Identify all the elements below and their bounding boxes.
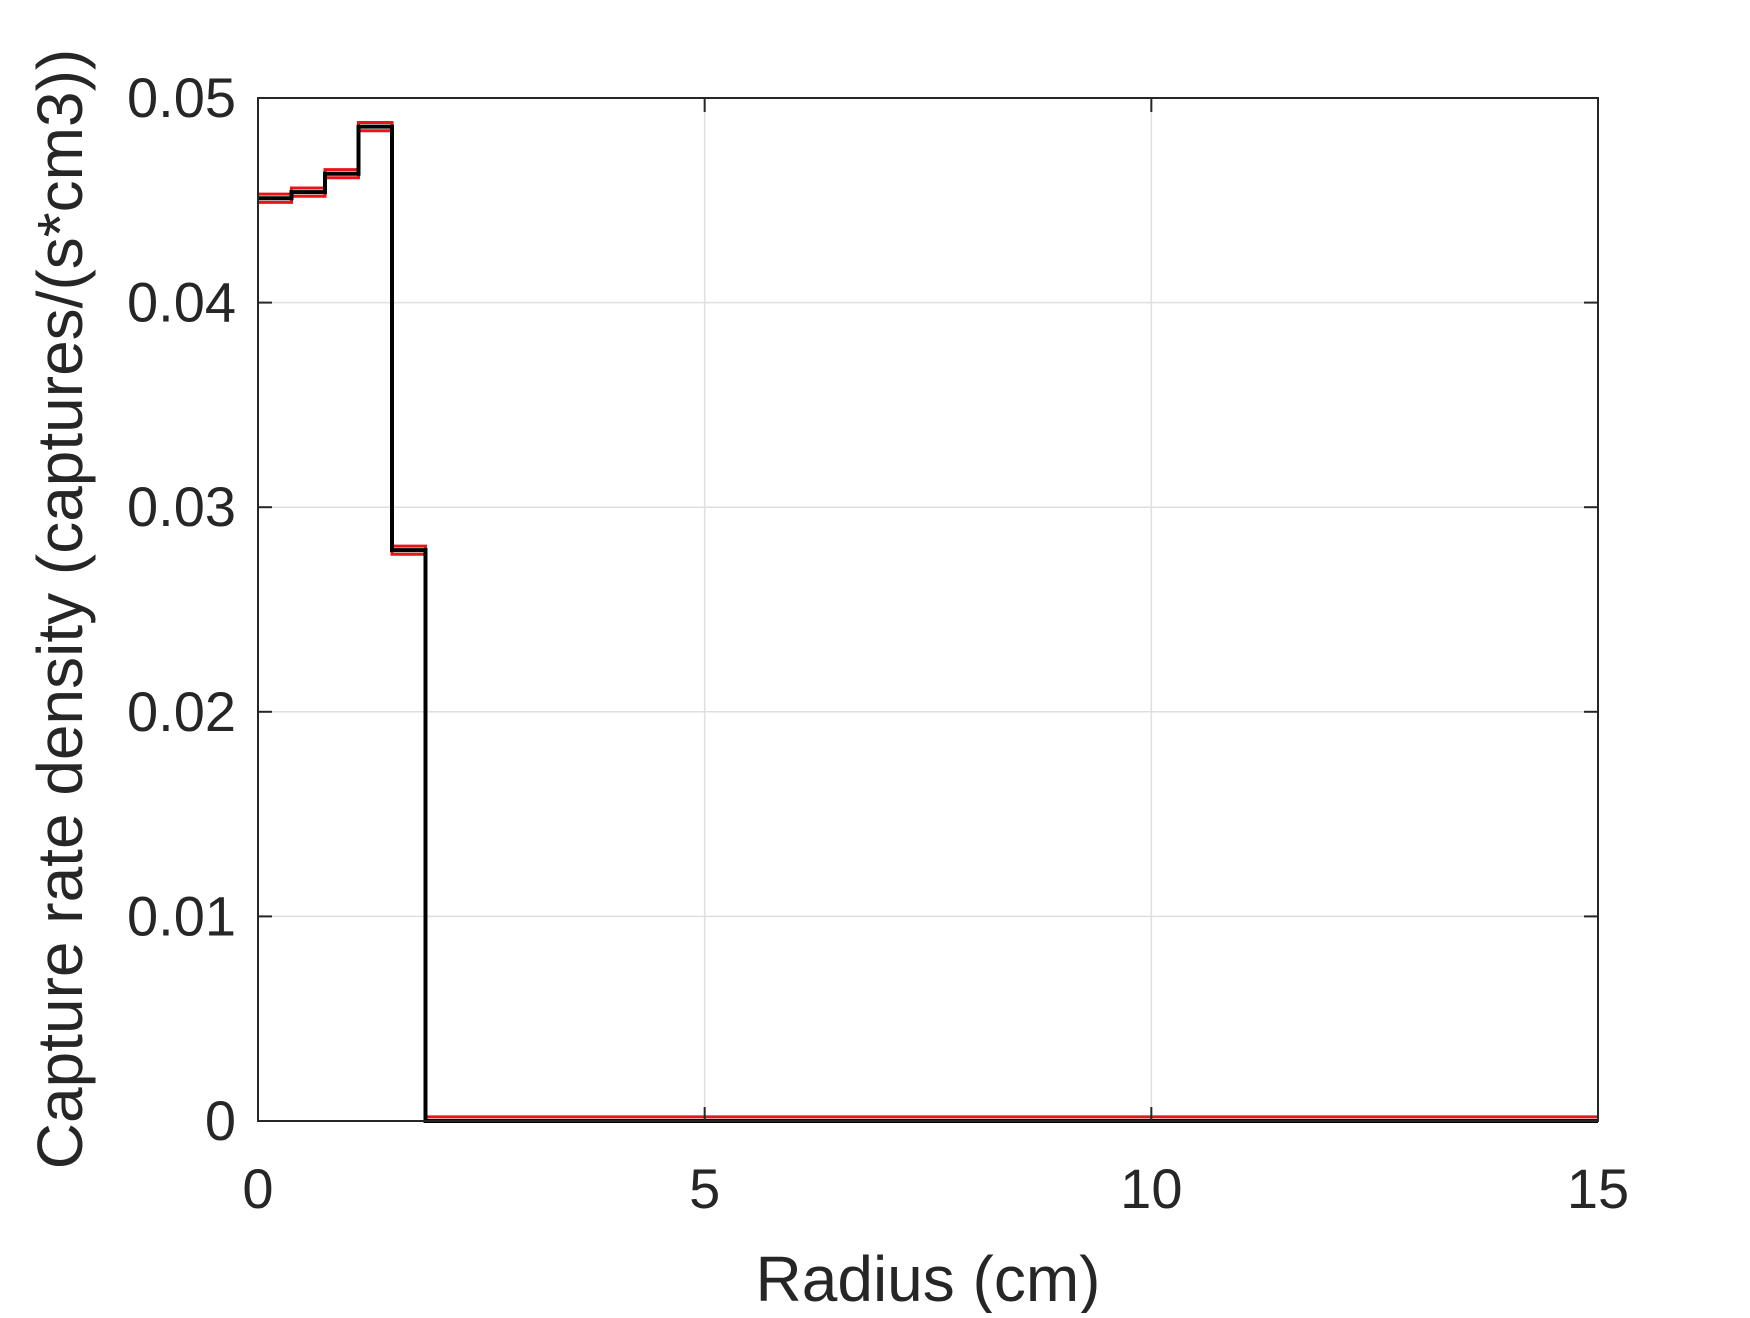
axis-ticks (257, 97, 1599, 1122)
x-tick-label: 10 (1120, 1157, 1182, 1220)
plot-frame (257, 97, 1599, 1122)
series-line (258, 124, 1598, 1123)
y-axis-label: Capture rate density (captures/(s*cm3)) (24, 49, 96, 1169)
y-tick-label: 0.03 (127, 475, 236, 538)
y-tick-label: 0.01 (127, 884, 236, 947)
x-tick-label: 5 (689, 1157, 720, 1220)
y-tick-label: 0.02 (127, 680, 236, 743)
plot-background (258, 98, 1598, 1121)
y-tick-labels: 0 0.01 0.02 0.03 0.04 0.05 (127, 66, 236, 1152)
x-tick-label: 0 (242, 1157, 273, 1220)
series-lines (258, 124, 1598, 1123)
x-tick-labels: 0 5 10 15 (242, 1157, 1629, 1220)
y-tick-label: 0.05 (127, 66, 236, 129)
x-tick-label: 15 (1567, 1157, 1629, 1220)
x-axis-label: Radius (cm) (756, 1243, 1101, 1313)
grid-lines (258, 98, 1598, 1121)
y-tick-label: 0.04 (127, 271, 236, 334)
y-tick-label: 0 (205, 1089, 236, 1152)
